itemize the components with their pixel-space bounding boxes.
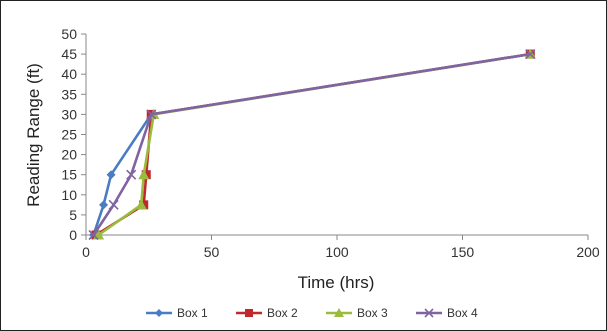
x-axis-title: Time (hrs) xyxy=(298,273,375,292)
x-marker-stroke xyxy=(126,169,137,180)
y-tick-label: 45 xyxy=(61,46,77,62)
legend-item-box-2: Box 2 xyxy=(236,306,298,320)
x-tick-label: 50 xyxy=(204,244,220,260)
series-layer xyxy=(88,48,536,241)
y-tick-label: 15 xyxy=(61,167,77,183)
data-point xyxy=(525,49,536,60)
legend: Box 1 Box 2 Box 3 Box 4 xyxy=(146,306,478,320)
data-point xyxy=(146,109,157,120)
legend-label: Box 4 xyxy=(447,306,478,320)
x-marker-stroke xyxy=(146,109,157,120)
y-tick-label: 30 xyxy=(61,106,77,122)
series-box-3 xyxy=(93,48,536,240)
y-tick-label: 35 xyxy=(61,86,77,102)
legend-item-box-1: Box 1 xyxy=(146,306,208,320)
y-axis-title: Reading Range (ft) xyxy=(24,63,43,207)
x-tick-label: 150 xyxy=(451,244,475,260)
legend-marker xyxy=(245,309,253,317)
series-box-4 xyxy=(88,49,536,241)
data-point xyxy=(138,169,150,180)
axes: 0 5 10 15 20 25 30 35 40 45 50 0 50 100 150 200 xyxy=(61,26,599,260)
legend-marker xyxy=(424,308,434,318)
x-marker-stroke xyxy=(424,308,434,318)
data-point xyxy=(106,170,116,180)
legend-item-box-4: Box 4 xyxy=(416,306,478,320)
series-line xyxy=(92,52,531,236)
series-box-2 xyxy=(91,49,535,240)
x-tick-label: 200 xyxy=(576,244,600,260)
series-box-1 xyxy=(89,49,535,240)
data-point xyxy=(108,199,119,210)
y-tick-label: 0 xyxy=(69,227,77,243)
x-tick-label: 100 xyxy=(325,244,349,260)
x-tick-label: 0 xyxy=(82,244,90,260)
x-marker-stroke xyxy=(108,199,119,210)
legend-label: Box 3 xyxy=(357,306,388,320)
y-tick-label: 10 xyxy=(61,187,77,203)
series-line xyxy=(95,52,531,237)
x-marker-stroke xyxy=(88,229,99,241)
y-tick-label: 5 xyxy=(69,207,77,223)
legend-label: Box 2 xyxy=(267,306,298,320)
legend-label: Box 1 xyxy=(177,306,208,320)
series-line xyxy=(97,52,531,237)
axis-labels: Reading Range (ft) Time (hrs) xyxy=(24,63,374,292)
data-point xyxy=(99,200,109,210)
series-line xyxy=(92,52,531,236)
data-point xyxy=(135,199,147,210)
data-point xyxy=(126,169,137,180)
legend-item-box-3: Box 3 xyxy=(326,306,388,320)
y-tick-label: 25 xyxy=(61,127,77,143)
legend-marker xyxy=(334,308,344,317)
y-tick-label: 20 xyxy=(61,147,77,163)
legend-marker xyxy=(155,309,163,317)
y-tick-label: 40 xyxy=(61,66,77,82)
data-point xyxy=(88,229,99,241)
y-tick-label: 50 xyxy=(61,26,77,42)
x-marker-stroke xyxy=(525,49,536,60)
